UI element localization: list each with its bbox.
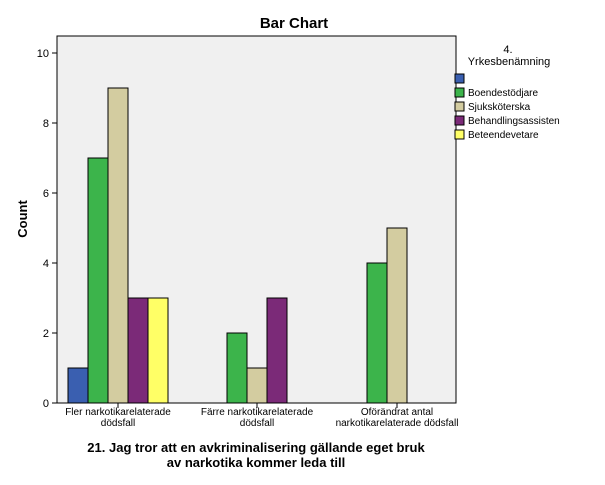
- bar: [127, 297, 149, 404]
- legend-swatch: [454, 129, 465, 140]
- y-tick-label: 4: [43, 258, 49, 270]
- bar: [67, 367, 89, 404]
- legend-label: Behandlingsassisten: [468, 116, 560, 127]
- legend-title-line-2: Yrkesbenämning: [468, 56, 551, 68]
- chart-title: Bar Chart: [260, 15, 328, 32]
- bar: [386, 227, 408, 404]
- y-tick-label: 2: [43, 328, 49, 340]
- bar: [107, 87, 129, 404]
- x-tick-label: narkotikarelaterade dödsfall: [336, 418, 459, 429]
- legend: 4. Yrkesbenämning Boendestödjare Sjuksköt…: [454, 44, 560, 141]
- x-tick-label: dödsfall: [101, 418, 135, 429]
- y-tick-label: 10: [37, 48, 49, 60]
- y-tick-label: 0: [43, 398, 49, 410]
- x-tick-label: dödsfall: [240, 418, 274, 429]
- legend-label: Beteendevetare: [468, 130, 539, 141]
- bar: [266, 297, 288, 404]
- legend-items: Boendestödjare Sjuksköterska Behandlingsas…: [454, 73, 560, 141]
- bar: [226, 332, 248, 404]
- y-tick-label: 8: [43, 118, 49, 130]
- legend-swatch: [454, 101, 465, 112]
- legend-title-line-1: 4.: [503, 44, 512, 56]
- y-tick-label: 6: [43, 188, 49, 200]
- x-axis-label-line-1: 21. Jag tror att en avkriminalisering gä…: [87, 440, 425, 455]
- y-axis-label: Count: [15, 200, 30, 238]
- bar: [366, 262, 388, 404]
- legend-label: Sjuksköterska: [468, 102, 531, 113]
- y-axis: 0 2 4 6 8 10: [37, 48, 57, 410]
- legend-label: Boendestödjare: [468, 88, 538, 99]
- bar: [147, 297, 169, 404]
- x-tick-label: Fler narkotikarelaterade: [65, 407, 171, 418]
- bar: [246, 367, 268, 404]
- x-tick-label: Oförändrat antal: [361, 407, 433, 418]
- x-tick-label: Färre narkotikarelaterade: [201, 407, 314, 418]
- bar: [87, 157, 109, 404]
- bars: [67, 87, 408, 404]
- legend-swatch: [454, 115, 465, 126]
- x-axis-label-line-2: av narkotika kommer leda till: [167, 455, 345, 470]
- legend-swatch: [454, 87, 465, 98]
- legend-swatch: [454, 73, 465, 84]
